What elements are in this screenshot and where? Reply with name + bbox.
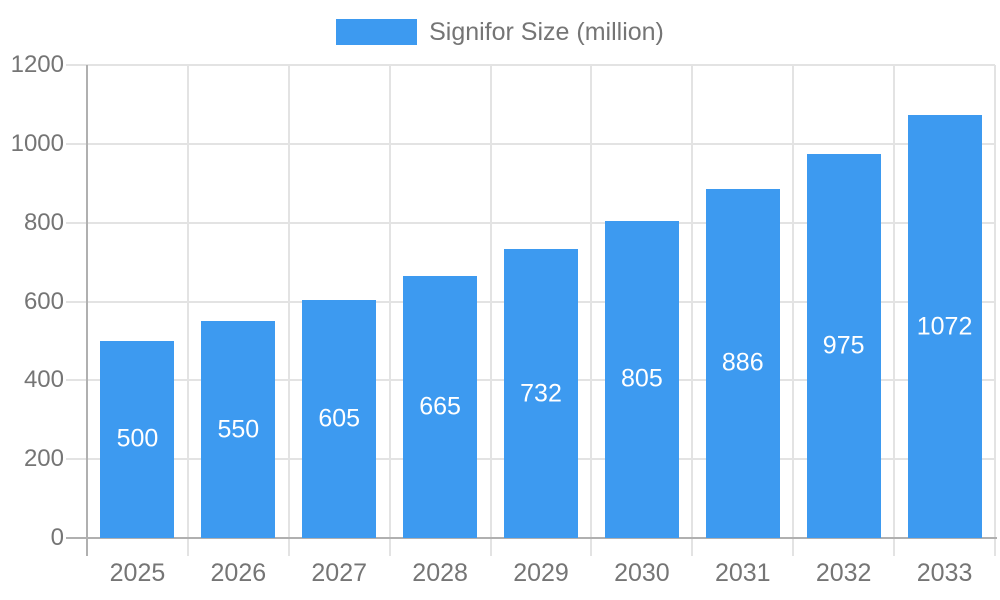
y-tick-label: 1200 <box>10 51 64 78</box>
x-tick-label: 2032 <box>815 559 872 587</box>
x-tick-label: 2025 <box>109 559 166 587</box>
x-tick-label: 2026 <box>210 559 267 587</box>
y-tick-label: 200 <box>23 445 64 473</box>
v-gridline <box>590 65 593 556</box>
v-gridline <box>893 65 896 556</box>
legend-swatch-icon <box>336 19 418 45</box>
v-gridline <box>287 65 290 556</box>
v-gridline <box>186 65 189 556</box>
bar-value-label: 1072 <box>916 312 973 341</box>
v-gridline <box>388 65 391 556</box>
x-tick-label: 2027 <box>311 559 368 587</box>
v-gridline <box>792 65 795 556</box>
y-tick-label: 600 <box>23 287 64 315</box>
y-tick-label: 1000 <box>10 129 64 157</box>
legend-label: Signifor Size (million) <box>429 18 664 46</box>
y-tick-label: 0 <box>50 524 64 551</box>
bar-value-label: 975 <box>822 331 865 360</box>
bar-value-label: 732 <box>520 379 562 408</box>
y-axis-labels: 0 200 400 600 800 1000 1200 <box>0 51 64 551</box>
v-gridline <box>489 65 492 556</box>
v-gridline <box>994 65 996 556</box>
v-gridline <box>691 65 694 556</box>
y-axis-line <box>86 65 88 556</box>
h-gridline <box>66 64 995 66</box>
bar-value-label: 665 <box>419 392 461 421</box>
bar[interactable]: 732 <box>504 249 578 538</box>
x-tick-label: 2031 <box>714 559 771 587</box>
bar[interactable]: 805 <box>604 220 679 538</box>
x-tick-label: 2029 <box>513 559 569 587</box>
legend[interactable]: Signifor Size (million) <box>0 19 1000 45</box>
bar[interactable]: 975 <box>806 153 881 538</box>
bar-value-label: 500 <box>116 424 159 453</box>
y-tick-label: 800 <box>23 208 64 236</box>
x-axis-line <box>66 537 997 539</box>
bar[interactable]: 500 <box>100 340 175 538</box>
bar-value-label: 605 <box>318 404 361 433</box>
h-gridline <box>66 221 995 224</box>
y-tick-label: 400 <box>23 366 64 394</box>
bar[interactable]: 665 <box>403 275 478 538</box>
bar[interactable]: 550 <box>201 321 276 538</box>
bar[interactable]: 1072 <box>907 115 982 538</box>
x-tick-label: 2028 <box>412 559 468 587</box>
bar-value-label: 886 <box>721 348 764 377</box>
bar-value-label: 550 <box>217 415 260 444</box>
bar-value-label: 805 <box>621 364 663 393</box>
bar[interactable]: 886 <box>705 188 780 538</box>
x-tick-label: 2030 <box>614 559 670 587</box>
h-gridline <box>66 142 995 145</box>
bar[interactable]: 605 <box>302 299 377 538</box>
plot-area: 500 550 605 665 732 805 886 975 1072 <box>66 64 997 556</box>
x-tick-label: 2033 <box>916 559 973 587</box>
x-axis-labels: 2025 2026 2027 2028 2029 2030 2031 2032 2033 <box>87 558 995 592</box>
